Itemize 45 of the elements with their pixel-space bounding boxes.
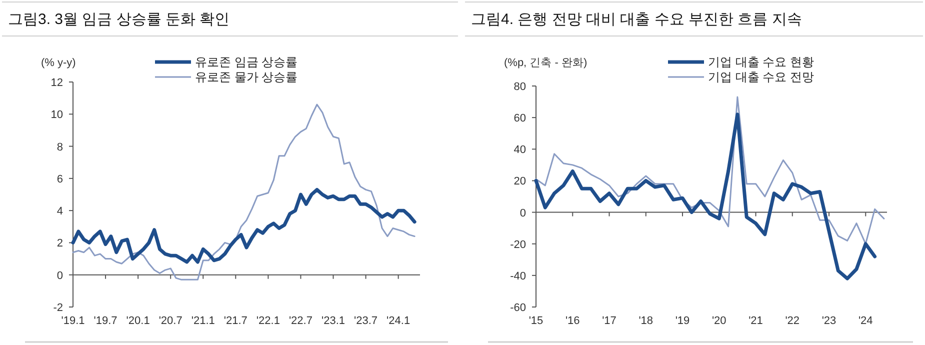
x-tick-label: '20	[712, 315, 726, 327]
x-tick-label: '17	[602, 315, 616, 327]
x-tick-label: '23.7	[354, 315, 378, 327]
x-tick-label: '23	[822, 315, 836, 327]
legend-label: 유로존 물가 상승률	[195, 70, 298, 84]
y-tick-label: 0	[520, 207, 526, 220]
y-tick-label: 40	[514, 144, 526, 156]
y-tick-label: 60	[514, 112, 526, 125]
x-tick-label: '21.7	[224, 315, 248, 327]
x-tick-label: '22.7	[288, 315, 312, 327]
x-tick-label: '21.1	[191, 315, 215, 327]
x-tick-label: '24.1	[386, 315, 410, 327]
x-tick-label: '19.1	[61, 315, 85, 327]
y-tick-label: 20	[514, 176, 526, 188]
y-tick-label: 4	[56, 206, 63, 218]
y-tick-label: -60	[510, 302, 526, 314]
legend-label: 유로존 임금 상승률	[195, 55, 298, 69]
y-tick-label: -40	[510, 270, 526, 282]
chart-title: 그림3. 3월 임금 상승률 둔화 확인	[8, 11, 230, 28]
legend-label: 기업 대출 수요 전망	[708, 70, 814, 84]
y-tick-label: -20	[510, 238, 526, 251]
y-axis-title: (%p, 긴축 - 완화)	[504, 57, 588, 69]
x-tick-label: '22	[785, 315, 800, 327]
legend-label: 기업 대출 수요 현황	[708, 55, 814, 69]
x-tick-label: '24	[858, 315, 873, 327]
x-tick-label: '20.1	[126, 315, 150, 327]
y-tick-label: 6	[56, 173, 63, 186]
y-tick-label: 80	[514, 81, 526, 93]
y-tick-label: 8	[56, 141, 63, 154]
y-axis-title: (% y-y)	[41, 57, 76, 69]
x-tick-label: '18	[638, 315, 654, 327]
y-tick-label: 0	[56, 270, 63, 282]
x-tick-label: '22.1	[256, 315, 280, 327]
x-tick-label: '19.7	[94, 315, 118, 327]
y-tick-label: 12	[50, 77, 63, 89]
y-tick-label: -2	[53, 302, 63, 314]
y-tick-label: 2	[56, 238, 63, 250]
x-tick-label: '19	[675, 315, 690, 327]
y-tick-label: 10	[50, 109, 63, 122]
x-tick-label: '16	[565, 315, 580, 327]
chart-title: 그림4. 은행 전망 대비 대출 수요 부진한 흐름 지속	[471, 11, 802, 28]
x-tick-label: '20.7	[158, 315, 182, 327]
x-tick-label: '15	[528, 315, 544, 327]
x-tick-label: '23.1	[321, 315, 346, 327]
x-tick-label: '21	[748, 315, 763, 327]
